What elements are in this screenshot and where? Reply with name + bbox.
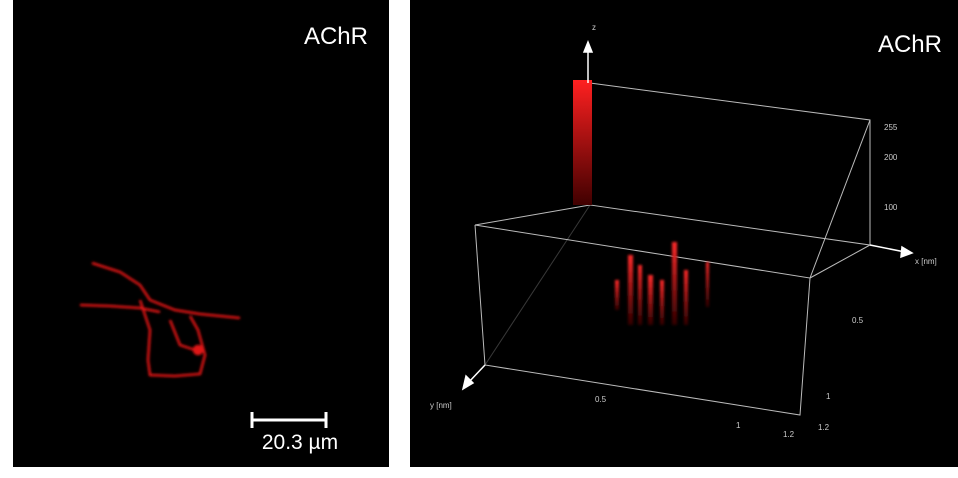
intensity-tick-label: 255 xyxy=(884,123,898,132)
panel-label: AChR xyxy=(304,23,368,50)
y-tick-label: 1 xyxy=(826,392,831,401)
x-tick-label: 1 xyxy=(736,421,741,430)
right-panel: AChR z x [nm] y [nm] 255 200 100 0.5 1 1… xyxy=(410,0,958,467)
panel-background xyxy=(410,0,958,467)
intensity-bar xyxy=(573,80,592,205)
panel-label: AChR xyxy=(878,31,942,58)
panel-background xyxy=(13,0,389,467)
intensity-tick-label: 200 xyxy=(884,153,898,162)
y-tick-label: 0.5 xyxy=(852,316,864,325)
red-signal xyxy=(79,261,241,378)
scale-bar xyxy=(250,412,328,428)
red-signal xyxy=(615,242,709,325)
y-axis-label: y [nm] xyxy=(430,401,452,410)
x-tick-label: 1.2 xyxy=(783,430,795,439)
y-tick-label: 1.2 xyxy=(818,423,830,432)
z-axis-label: z xyxy=(592,23,596,32)
x-tick-label: 0.5 xyxy=(595,395,607,404)
axis-arrows xyxy=(461,39,914,391)
scale-bar-label: 20.3 µm xyxy=(262,431,338,454)
intensity-tick-label: 100 xyxy=(884,203,898,212)
x-axis-label: x [nm] xyxy=(915,257,937,266)
left-panel: AChR 20.3 µm xyxy=(13,0,389,467)
